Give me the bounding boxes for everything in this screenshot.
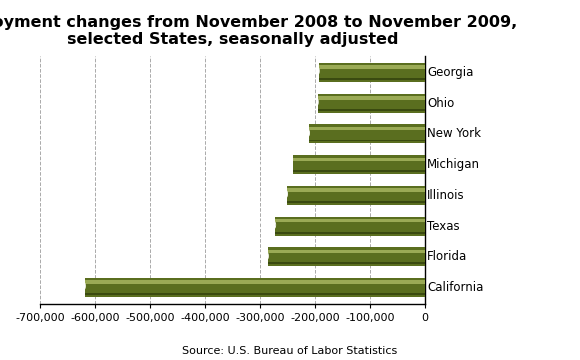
Bar <box>318 109 425 111</box>
Bar <box>287 186 425 205</box>
Bar <box>293 155 425 174</box>
Text: New York: New York <box>427 127 481 140</box>
Bar <box>309 127 425 130</box>
Bar <box>276 232 425 234</box>
Bar <box>320 78 425 80</box>
Bar <box>309 124 425 143</box>
Bar <box>276 216 425 235</box>
Text: Source: U.S. Bureau of Labor Statistics: Source: U.S. Bureau of Labor Statistics <box>182 346 398 356</box>
Text: -284,800: -284,800 <box>226 252 270 262</box>
Bar <box>293 170 425 172</box>
Text: -191,900: -191,900 <box>278 67 321 77</box>
Bar <box>320 66 425 69</box>
Bar <box>293 158 425 161</box>
Text: Illinois: Illinois <box>427 189 465 202</box>
Text: -250,400: -250,400 <box>245 190 289 200</box>
Bar <box>85 280 425 284</box>
Text: -271,700: -271,700 <box>233 221 277 231</box>
Bar <box>309 140 425 141</box>
Text: Georgia: Georgia <box>427 66 473 79</box>
Text: Ohio: Ohio <box>427 96 454 110</box>
Bar <box>287 188 425 192</box>
Text: Michigan: Michigan <box>427 158 480 171</box>
Bar <box>85 278 425 297</box>
Text: -193,600: -193,600 <box>277 98 320 108</box>
Text: California: California <box>427 281 484 294</box>
Text: -617,600: -617,600 <box>44 283 87 292</box>
Text: -240,200: -240,200 <box>251 159 295 170</box>
Bar <box>287 201 425 203</box>
Bar <box>268 250 425 253</box>
Bar <box>318 96 425 99</box>
Bar <box>85 293 425 295</box>
Title: Employment changes from November 2008 to November 2009,
selected States, seasona: Employment changes from November 2008 to… <box>0 15 517 48</box>
Text: -210,500: -210,500 <box>267 129 311 139</box>
Bar <box>268 262 425 264</box>
Bar <box>320 63 425 82</box>
Bar <box>318 94 425 113</box>
Text: Florida: Florida <box>427 250 467 263</box>
Bar <box>268 247 425 266</box>
Text: Texas: Texas <box>427 220 460 233</box>
Bar <box>276 219 425 222</box>
